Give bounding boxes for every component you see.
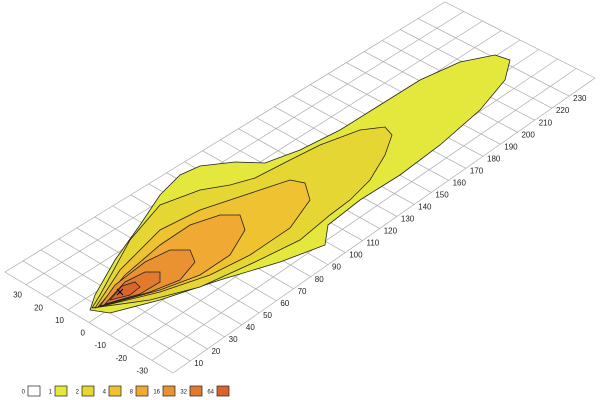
- legend-label: 32: [180, 390, 187, 396]
- x-tick-label: 60: [280, 299, 289, 308]
- legend-swatch: [81, 385, 95, 397]
- x-tick-label: 220: [556, 106, 570, 115]
- legend-label: 2: [76, 390, 80, 396]
- x-tick-label: 120: [384, 227, 398, 236]
- y-tick-label: 10: [55, 316, 64, 325]
- x-tick-label: 190: [504, 142, 518, 151]
- x-tick-label: 230: [573, 94, 587, 103]
- x-tick-label: 70: [298, 287, 307, 296]
- legend-swatch: [108, 385, 122, 397]
- x-tick-label: 100: [349, 251, 363, 260]
- x-tick-label: 140: [418, 203, 432, 212]
- grid-line: [151, 68, 577, 361]
- legend-label: 1: [49, 390, 53, 396]
- y-tick-label: 0: [81, 329, 86, 338]
- y-tick-label: -10: [94, 341, 106, 350]
- legend-swatch: [162, 385, 176, 397]
- grid-line: [25, 11, 464, 285]
- legend-swatch: [54, 385, 68, 397]
- contour-region: [108, 281, 141, 301]
- legend-swatch: [135, 385, 149, 397]
- x-tick-label: 50: [263, 311, 272, 320]
- source-marker: [116, 288, 124, 296]
- grid-line: [46, 20, 483, 298]
- legend-label: 8: [130, 390, 134, 396]
- x-tick-label: 10: [194, 359, 203, 368]
- x-tick-label: 110: [366, 239, 379, 248]
- contours: [89, 54, 511, 314]
- x-tick-label: 150: [435, 190, 449, 199]
- legend-swatch: [189, 385, 203, 397]
- legend-swatch: [216, 385, 230, 397]
- x-tick-label: 80: [315, 275, 324, 284]
- y-tick-label: 30: [13, 291, 22, 300]
- legend-label: 0: [22, 390, 26, 396]
- legend: 0 1 2 4 8 16 32 64: [22, 385, 230, 397]
- x-tick-label: 90: [332, 263, 341, 272]
- y-tick-label: -30: [136, 366, 148, 375]
- legend-swatch: [27, 385, 41, 397]
- x-tick-label: 20: [211, 347, 220, 356]
- x-tick-label: 40: [246, 323, 255, 332]
- plot-border: [4, 1, 596, 374]
- x-tick-label: 210: [539, 118, 553, 127]
- legend-label: 4: [103, 390, 107, 396]
- legend-label: 16: [153, 390, 160, 396]
- x-tick-label: 170: [470, 166, 484, 175]
- x-tick-label: 130: [401, 215, 415, 224]
- x-tick-label: 160: [453, 178, 467, 187]
- x-tick-label: 200: [521, 130, 535, 139]
- y-tick-label: 20: [34, 303, 43, 312]
- y-tick-label: -20: [115, 354, 127, 363]
- x-tick-label: 180: [487, 154, 501, 163]
- x-tick-label: 30: [229, 335, 238, 344]
- legend-label: 64: [207, 390, 214, 396]
